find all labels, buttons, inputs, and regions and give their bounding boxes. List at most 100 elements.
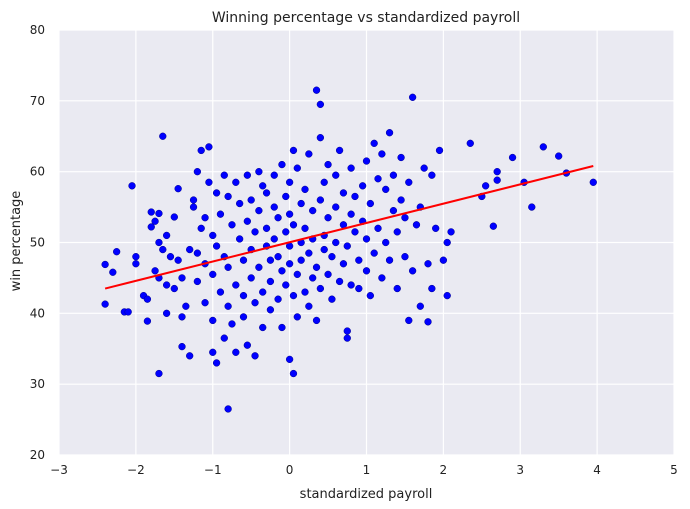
scatter-point [401, 253, 409, 261]
scatter-point [220, 334, 228, 342]
scatter-point [159, 132, 167, 140]
scatter-point [143, 295, 152, 303]
scatter-point [216, 288, 225, 296]
scatter-point [378, 274, 386, 282]
scatter-point [224, 405, 232, 413]
scatter-point [259, 288, 267, 296]
scatter-point [324, 270, 332, 279]
scatter-point [224, 302, 232, 310]
scatter-point [193, 249, 202, 257]
scatter-point [370, 249, 378, 257]
scatter-point [412, 221, 421, 229]
scatter-point [143, 317, 152, 325]
y-tick-label: 20 [30, 448, 45, 462]
scatter-point [293, 270, 301, 279]
scatter-point [285, 210, 294, 218]
scatter-point [178, 274, 186, 282]
scatter-point [266, 306, 275, 314]
scatter-point [309, 206, 317, 215]
scatter-point [493, 176, 501, 184]
scatter-point [466, 139, 474, 147]
scatter-point [555, 152, 563, 160]
scatter-point [347, 281, 355, 289]
scatter-point [255, 168, 263, 176]
y-tick-label: 40 [30, 306, 45, 320]
x-axis-label: standardized payroll [300, 487, 433, 502]
scatter-point [508, 153, 517, 162]
scatter-point [301, 288, 309, 296]
y-tick-label: 60 [30, 165, 45, 179]
scatter-point [174, 256, 182, 264]
scatter-point [405, 178, 413, 186]
scatter-point [209, 270, 217, 279]
scatter-point [124, 308, 132, 316]
scatter-point [316, 196, 325, 204]
scatter-point [408, 93, 417, 101]
scatter-point [189, 203, 198, 211]
scatter-point [255, 263, 263, 271]
scatter-point [113, 248, 121, 256]
scatter-point [251, 352, 259, 360]
scatter-point [270, 171, 278, 179]
scatter-point [255, 206, 263, 215]
x-tick-labels: −3 −2 −1 0 1 2 3 4 5 [50, 463, 678, 477]
scatter-point [259, 323, 267, 332]
scatter-point [305, 150, 313, 158]
scatter-point [297, 256, 305, 264]
scatter-point [201, 299, 209, 307]
scatter-point [251, 299, 259, 307]
scatter-point [316, 134, 325, 142]
scatter-point [351, 228, 359, 236]
scatter-point [424, 260, 432, 268]
scatter-point [155, 238, 163, 247]
scatter-point [278, 160, 286, 169]
scatter-point [243, 341, 251, 349]
x-tick-label: −1 [204, 463, 222, 477]
scatter-point [389, 206, 398, 215]
scatter-point [493, 168, 501, 176]
scatter-point [320, 178, 328, 186]
scatter-point [328, 295, 336, 303]
scatter-point [236, 235, 244, 243]
scatter-point [270, 235, 278, 243]
scatter-point [193, 168, 202, 176]
x-tick-label: 0 [286, 463, 294, 477]
scatter-point [266, 256, 275, 264]
scatter-point [162, 309, 171, 317]
scatter-point [182, 302, 190, 310]
scatter-point [239, 313, 248, 321]
scatter-point [197, 146, 205, 155]
scatter-point [282, 228, 290, 236]
scatter-point [159, 245, 167, 254]
scatter-point [186, 352, 194, 360]
scatter-point [428, 284, 436, 293]
scatter-point [289, 291, 298, 300]
scatter-points [101, 86, 597, 413]
scatter-point [528, 203, 536, 211]
y-tick-label: 80 [30, 23, 45, 37]
scatter-point [174, 185, 182, 193]
scatter-point [324, 214, 332, 222]
fit-line [104, 165, 594, 290]
scatter-point [324, 160, 332, 169]
scatter-point [332, 238, 340, 247]
scatter-point [289, 146, 298, 155]
scatter-point [209, 316, 217, 325]
scatter-point [247, 274, 255, 282]
scatter-point [435, 146, 444, 155]
scatter-point [278, 267, 286, 275]
scatter-point [266, 277, 275, 286]
y-axis-label: win percentage [9, 191, 24, 292]
scatter-point [251, 228, 259, 236]
scatter-point [285, 178, 294, 186]
scatter-point [312, 86, 321, 94]
scatter-point [282, 281, 290, 289]
scatter-point [151, 267, 159, 275]
scatter-point [147, 208, 155, 216]
scatter-point [359, 182, 367, 190]
scatter-point [162, 231, 171, 240]
scatter-point [270, 203, 278, 211]
scatter-point [347, 210, 355, 218]
scatter-point [212, 242, 221, 250]
scatter-point [101, 260, 109, 269]
